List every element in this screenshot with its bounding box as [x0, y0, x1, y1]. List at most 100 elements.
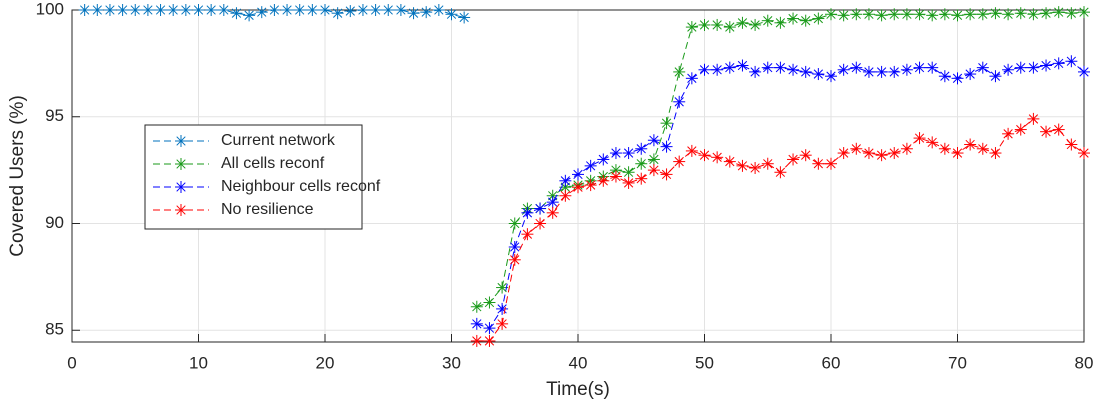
marker-stroke	[598, 176, 608, 186]
marker-stroke	[1079, 7, 1089, 17]
legend-label: All cells reconf	[221, 155, 325, 172]
marker-stroke	[408, 8, 419, 18]
point-marker	[850, 61, 863, 74]
marker-stroke	[851, 9, 861, 19]
point-marker	[900, 142, 913, 155]
point-marker	[1052, 6, 1065, 19]
marker-stroke	[459, 12, 469, 23]
marker-stroke	[155, 5, 166, 15]
point-marker	[635, 172, 648, 185]
marker-stroke	[914, 62, 925, 73]
marker-stroke	[801, 67, 811, 77]
marker-stroke	[522, 208, 533, 218]
marker-stroke	[927, 62, 937, 73]
marker-stroke	[1054, 58, 1064, 69]
point-marker	[1014, 61, 1027, 74]
point-marker	[837, 147, 850, 160]
marker-stroke	[763, 62, 773, 73]
point-marker	[774, 166, 787, 179]
point-marker	[850, 142, 863, 155]
point-marker	[559, 174, 572, 187]
marker-stroke	[1016, 8, 1026, 18]
marker-stroke	[269, 5, 280, 15]
marker-stroke	[522, 229, 533, 239]
marker-stroke	[535, 203, 545, 214]
y-tick-label: 95	[45, 106, 64, 125]
marker-stroke	[219, 5, 229, 15]
marker-stroke	[876, 150, 887, 160]
point-marker	[331, 7, 344, 20]
point-marker	[508, 217, 521, 230]
point-marker	[572, 181, 584, 194]
marker-stroke	[838, 65, 849, 75]
marker-stroke	[737, 161, 748, 171]
point-marker	[129, 4, 142, 16]
point-marker	[622, 147, 635, 160]
marker-stroke	[1003, 65, 1013, 75]
marker-stroke	[510, 218, 520, 229]
marker-stroke	[699, 150, 710, 160]
marker-stroke	[497, 282, 507, 293]
marker-stroke	[978, 9, 988, 19]
marker-stroke	[826, 9, 836, 19]
marker-stroke	[712, 65, 722, 75]
point-marker	[205, 4, 218, 16]
point-marker	[913, 8, 926, 21]
point-marker	[673, 65, 686, 78]
marker-stroke	[598, 154, 608, 165]
marker-stroke	[788, 13, 798, 24]
y-tick-label: 85	[45, 320, 64, 339]
marker-stroke	[636, 159, 646, 169]
point-marker	[723, 61, 736, 74]
legend-label: Neighbour cells reconf	[221, 178, 381, 195]
point-marker	[685, 144, 698, 157]
marker-stroke	[712, 152, 722, 162]
marker-stroke	[674, 156, 684, 167]
marker-stroke	[320, 5, 330, 15]
marker-stroke	[838, 10, 849, 20]
point-marker	[255, 6, 268, 19]
point-marker	[749, 161, 762, 174]
point-marker	[875, 149, 888, 162]
point-marker	[1002, 8, 1015, 21]
marker-stroke	[813, 159, 824, 169]
point-marker	[470, 334, 483, 347]
point-marker	[749, 65, 762, 78]
point-marker	[749, 18, 762, 31]
marker-stroke	[687, 22, 697, 32]
marker-stroke	[725, 22, 735, 32]
point-marker	[1027, 61, 1040, 74]
marker-stroke	[1066, 139, 1077, 150]
x-tick-label: 50	[695, 353, 714, 372]
point-marker	[888, 65, 901, 78]
marker-stroke	[244, 10, 254, 20]
marker-stroke	[687, 73, 697, 83]
point-marker	[976, 61, 989, 74]
point-marker	[812, 12, 825, 25]
marker-stroke	[168, 5, 178, 15]
point-marker	[192, 4, 205, 16]
point-marker	[812, 68, 825, 81]
point-marker	[508, 240, 521, 253]
marker-stroke	[940, 71, 950, 81]
marker-stroke	[750, 20, 760, 30]
point-marker	[825, 157, 837, 170]
marker-stroke	[775, 62, 786, 73]
point-marker	[230, 7, 243, 20]
marker-stroke	[484, 323, 495, 333]
marker-stroke	[851, 62, 861, 73]
point-marker	[660, 140, 673, 153]
point-marker	[1014, 123, 1027, 136]
point-marker	[179, 4, 192, 16]
point-marker	[1040, 125, 1053, 138]
marker-stroke	[176, 136, 186, 146]
point-marker	[647, 134, 660, 147]
marker-stroke	[560, 191, 571, 201]
point-marker	[774, 61, 787, 74]
point-marker	[989, 147, 1002, 160]
marker-stroke	[585, 180, 596, 190]
point-marker	[154, 4, 167, 16]
x-tick-label: 70	[948, 353, 967, 372]
point-marker	[635, 142, 648, 155]
marker-stroke	[788, 154, 798, 165]
